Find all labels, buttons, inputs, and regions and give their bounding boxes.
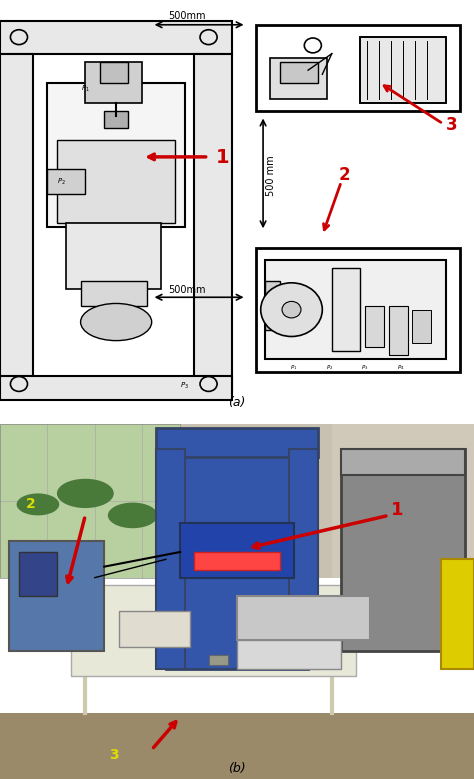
Text: 1: 1: [391, 502, 403, 520]
Bar: [280, 62, 318, 83]
Bar: [360, 37, 446, 104]
Bar: [194, 552, 280, 570]
Text: 500mm: 500mm: [168, 285, 206, 295]
Text: $P_4$: $P_4$: [397, 364, 404, 372]
Bar: [71, 585, 356, 676]
Bar: [389, 305, 408, 355]
Text: (a): (a): [228, 396, 246, 409]
Ellipse shape: [57, 479, 114, 508]
Bar: [332, 268, 360, 351]
Bar: [156, 449, 185, 669]
Bar: [332, 424, 474, 578]
Bar: [194, 54, 232, 393]
Bar: [0, 21, 232, 54]
Text: 3: 3: [446, 116, 457, 134]
Ellipse shape: [17, 493, 59, 516]
Circle shape: [261, 283, 322, 337]
Ellipse shape: [81, 304, 152, 340]
Bar: [270, 58, 327, 99]
Bar: [57, 140, 175, 223]
Bar: [47, 83, 185, 227]
Bar: [156, 428, 318, 456]
Bar: [360, 37, 446, 104]
Bar: [0, 375, 232, 400]
Bar: [118, 611, 190, 647]
Text: 2: 2: [339, 166, 351, 184]
Circle shape: [282, 301, 301, 318]
Bar: [256, 25, 460, 111]
Ellipse shape: [108, 502, 157, 528]
Bar: [412, 309, 431, 343]
Text: $P_1$: $P_1$: [81, 84, 90, 94]
Bar: [341, 449, 465, 651]
Text: 1: 1: [216, 148, 229, 167]
Bar: [9, 541, 104, 651]
Bar: [100, 62, 128, 83]
Bar: [104, 111, 128, 128]
Bar: [0, 54, 33, 393]
Text: 500mm: 500mm: [168, 11, 206, 20]
Bar: [289, 449, 318, 669]
Bar: [256, 248, 460, 372]
Bar: [166, 432, 308, 669]
Text: (b): (b): [228, 763, 246, 775]
Text: $P_3$: $P_3$: [361, 364, 369, 372]
Text: 3: 3: [109, 748, 118, 762]
Bar: [9, 29, 223, 393]
Bar: [365, 305, 384, 347]
Bar: [265, 260, 446, 359]
Bar: [180, 523, 294, 578]
Text: $P_3$: $P_3$: [180, 381, 189, 391]
Text: 500 mm: 500 mm: [266, 155, 276, 196]
Bar: [47, 169, 85, 194]
Bar: [441, 559, 474, 669]
Bar: [237, 596, 370, 640]
Text: 2: 2: [26, 497, 36, 511]
Bar: [341, 449, 465, 475]
Bar: [66, 223, 161, 289]
Bar: [180, 424, 474, 578]
Bar: [85, 62, 142, 104]
Text: $P_2$: $P_2$: [326, 364, 333, 372]
Bar: [19, 552, 57, 596]
Bar: [0, 713, 474, 779]
Bar: [237, 640, 341, 669]
Bar: [0, 424, 180, 578]
Text: $P_2$: $P_2$: [57, 177, 66, 187]
Bar: [81, 280, 147, 305]
Bar: [209, 654, 228, 665]
Bar: [265, 280, 280, 330]
Bar: [0, 424, 180, 578]
Text: $P_1$: $P_1$: [290, 364, 298, 372]
